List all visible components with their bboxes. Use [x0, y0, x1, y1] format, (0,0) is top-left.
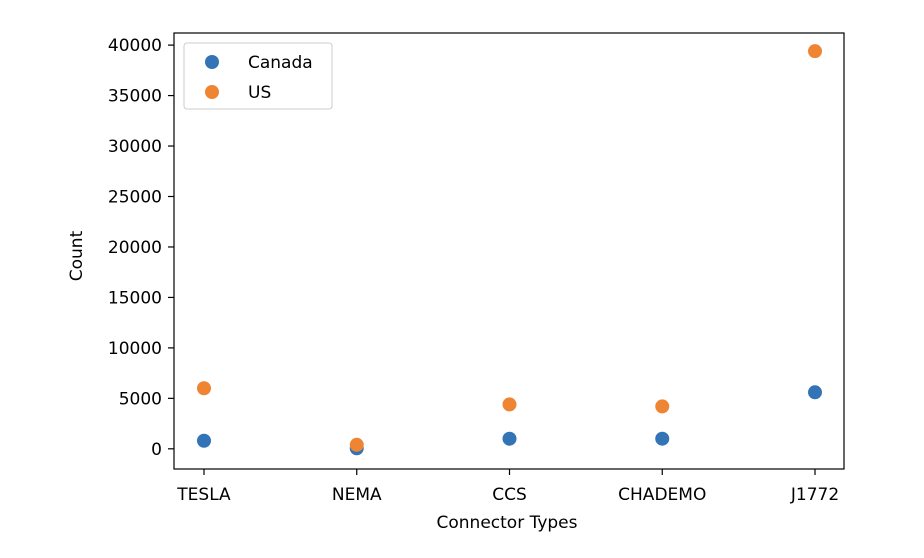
y-axis-label: Count: [67, 230, 87, 281]
legend-label-us: US: [248, 83, 271, 103]
x-tick-label: CHADEMO: [618, 485, 706, 505]
y-tick-label: 0: [151, 440, 162, 460]
y-tick-label: 35000: [108, 87, 162, 107]
data-point-canada-j1772: [808, 385, 822, 400]
y-tick-label: 25000: [108, 188, 162, 208]
legend-box: [183, 42, 333, 110]
x-tick-label: TESLA: [176, 485, 231, 505]
marks-layer: [197, 44, 822, 456]
legend: Canada US: [183, 42, 333, 110]
y-tick-label: 15000: [108, 288, 162, 308]
x-axis: TESLA NEMA CCS CHADEMO J1772: [176, 469, 839, 505]
y-axis: 0 5000 10000 15000 20000 25000 30000 35000 40000: [108, 36, 174, 460]
data-point-us-ccs: [502, 397, 517, 412]
y-tick-label: 40000: [108, 36, 162, 56]
y-tick-label: 5000: [119, 389, 162, 409]
legend-label-canada: Canada: [248, 53, 313, 73]
data-point-canada-ccs: [502, 431, 517, 446]
x-tick-label: CCS: [492, 485, 527, 505]
data-point-us-tesla: [197, 381, 211, 396]
y-tick-label: 20000: [108, 238, 162, 258]
y-tick-label: 30000: [108, 137, 162, 157]
legend-marker-canada: [205, 55, 219, 69]
data-point-us-nema: [349, 437, 364, 452]
x-tick-label: NEMA: [332, 485, 382, 505]
data-point-canada-chademo: [655, 431, 670, 446]
x-axis-label: Connector Types: [437, 513, 578, 533]
y-tick-label: 10000: [108, 339, 162, 359]
data-point-us-j1772: [808, 44, 822, 59]
data-point-us-chademo: [655, 399, 670, 414]
x-tick-label: J1772: [790, 485, 839, 505]
legend-marker-us: [205, 85, 219, 99]
data-point-canada-tesla: [197, 433, 211, 448]
